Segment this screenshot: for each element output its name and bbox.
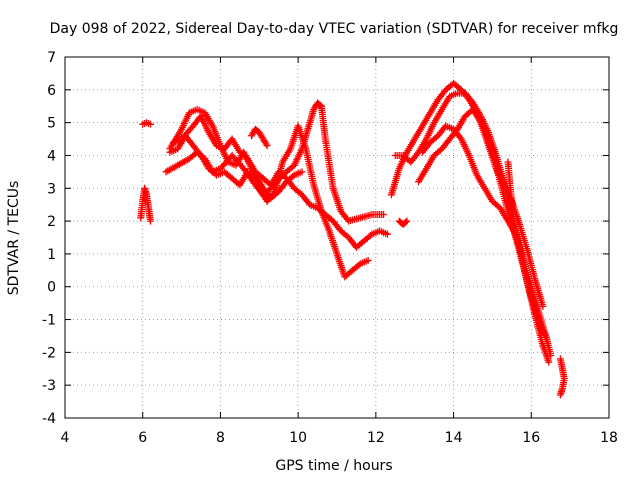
grid	[65, 57, 609, 418]
data-point-markers	[395, 217, 411, 228]
x-tick-label: 6	[138, 430, 147, 446]
series-track-a	[137, 184, 154, 225]
y-tick-label: 4	[47, 148, 56, 164]
x-tick-label: 8	[216, 430, 225, 446]
x-tick-label: 10	[289, 430, 307, 446]
x-axis-label: GPS time / hours	[275, 458, 392, 474]
data-point-markers	[387, 79, 551, 343]
series-track-g	[248, 125, 271, 150]
series-track-f	[166, 132, 306, 202]
x-tick-label: 14	[445, 430, 463, 446]
y-tick-label: -4	[42, 411, 56, 427]
series-track-e	[170, 112, 391, 251]
y-tick-label: 7	[47, 50, 56, 66]
series-track-m	[504, 158, 520, 241]
data-point-markers	[556, 355, 568, 399]
y-tick-label: 1	[47, 247, 56, 263]
data-point-markers	[166, 132, 306, 202]
y-tick-label: 5	[47, 116, 56, 132]
y-tick-label: -1	[42, 313, 56, 329]
y-tick-label: 0	[47, 280, 56, 296]
series-track-k	[418, 122, 555, 360]
x-tick-label: 12	[367, 430, 385, 446]
x-tick-label: 16	[522, 430, 540, 446]
x-tick-label: 18	[600, 430, 618, 446]
data-point-markers	[137, 184, 154, 225]
chart-title: Day 098 of 2022, Sidereal Day-to-day VTE…	[50, 21, 619, 37]
axis-ticks	[64, 56, 610, 419]
data-point-markers	[248, 125, 271, 150]
y-tick-label: 2	[47, 214, 56, 230]
data-points	[137, 79, 568, 399]
y-axis-label: SDTVAR / TECUs	[6, 181, 22, 296]
data-point-markers	[418, 122, 555, 360]
y-tick-label: 6	[47, 83, 56, 99]
plot-frame	[64, 56, 610, 419]
data-point-markers	[139, 119, 154, 128]
series-track-n	[556, 355, 568, 399]
series-track-h	[387, 79, 551, 343]
x-tick-label: 4	[61, 430, 70, 446]
data-point-markers	[170, 112, 391, 251]
series-track-l	[395, 217, 411, 228]
y-tick-label: 3	[47, 181, 56, 197]
y-tick-label: -3	[42, 378, 56, 394]
series-track-b	[139, 119, 154, 128]
y-tick-label: -2	[42, 345, 56, 361]
data-point-markers	[504, 158, 520, 241]
